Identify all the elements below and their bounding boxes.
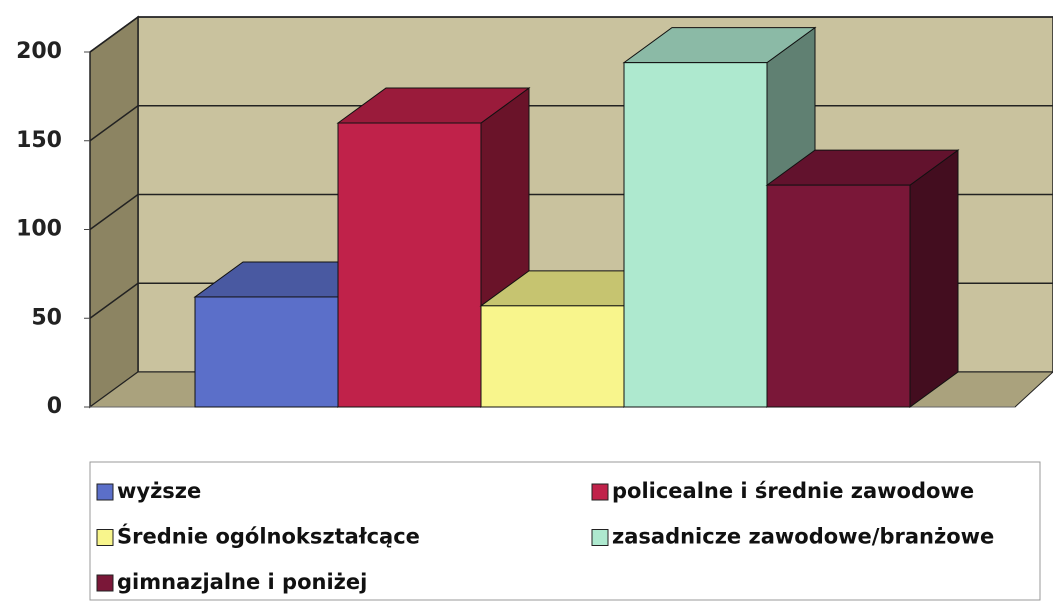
bar: [766, 184, 911, 408]
legend-swatch: [591, 483, 609, 501]
legend-label: gimnazjalne i poniżej: [117, 570, 367, 594]
y-tick-label: 50: [31, 305, 62, 330]
legend-swatch: [96, 529, 114, 546]
y-tick-label: 0: [47, 394, 62, 419]
legend-swatch: [96, 574, 114, 592]
legend-swatch: [591, 529, 609, 546]
y-tick-label: 200: [16, 39, 62, 64]
legend-swatch: [96, 483, 114, 501]
legend-label: zasadnicze zawodowe/branżowe: [612, 525, 994, 549]
y-tick-label: 150: [16, 128, 62, 153]
legend-label: Średnie ogólnokształcące: [117, 524, 420, 549]
grid-line: [89, 16, 1053, 53]
bar: [623, 62, 768, 408]
legend-label: wyższe: [117, 479, 201, 503]
bar: [194, 296, 339, 408]
y-tick-label: 100: [16, 217, 62, 242]
bar: [480, 305, 625, 408]
bar-side: [909, 149, 959, 408]
bar: [337, 122, 482, 408]
legend-box: [89, 461, 1041, 601]
legend-label: policealne i średnie zawodowe: [612, 479, 974, 503]
